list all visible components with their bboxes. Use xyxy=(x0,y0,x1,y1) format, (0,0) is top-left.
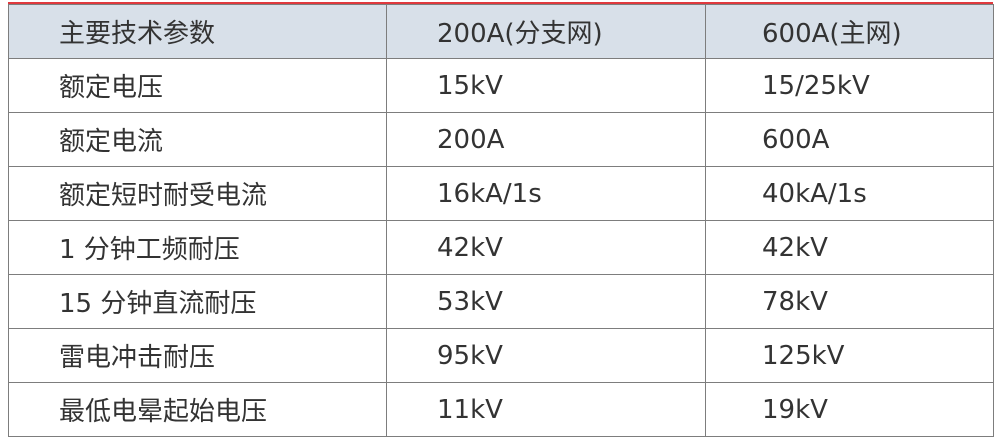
table-cell: 15 分钟直流耐压 xyxy=(8,274,387,329)
table-cell: 42kV xyxy=(705,220,994,275)
table-cell: 1 分钟工频耐压 xyxy=(8,220,387,275)
table-cell: 95kV xyxy=(386,328,706,383)
table-cell: 16kA/1s xyxy=(386,166,706,221)
table-cell: 600A xyxy=(705,112,994,167)
table-cell: 最低电晕起始电压 xyxy=(8,382,387,437)
table-cell: 200A xyxy=(386,112,706,167)
spec-table: 主要技术参数 200A(分支网) 600A(主网) 额定电压 15kV 15/25kV 额定… xyxy=(8,4,994,437)
header-cell: 主要技术参数 xyxy=(8,4,387,59)
table-cell: 19kV xyxy=(705,382,994,437)
table-row: 1 分钟工频耐压 42kV 42kV xyxy=(8,220,994,275)
table-cell: 额定电压 xyxy=(8,58,387,113)
table-cell: 42kV xyxy=(386,220,706,275)
table-cell: 15/25kV xyxy=(705,58,994,113)
top-rule xyxy=(8,2,993,4)
table-cell: 40kA/1s xyxy=(705,166,994,221)
header-row: 主要技术参数 200A(分支网) 600A(主网) xyxy=(8,4,994,59)
table-row: 额定短时耐受电流 16kA/1s 40kA/1s xyxy=(8,166,994,221)
table-cell: 雷电冲击耐压 xyxy=(8,328,387,383)
table-row: 额定电压 15kV 15/25kV xyxy=(8,58,994,113)
table-cell: 15kV xyxy=(386,58,706,113)
header-cell: 200A(分支网) xyxy=(386,4,706,59)
table-cell: 78kV xyxy=(705,274,994,329)
table-cell: 125kV xyxy=(705,328,994,383)
table-cell: 53kV xyxy=(386,274,706,329)
table-cell: 额定电流 xyxy=(8,112,387,167)
table-row: 雷电冲击耐压 95kV 125kV xyxy=(8,328,994,383)
table-row: 15 分钟直流耐压 53kV 78kV xyxy=(8,274,994,329)
table-cell: 11kV xyxy=(386,382,706,437)
header-cell: 600A(主网) xyxy=(705,4,994,59)
table-cell: 额定短时耐受电流 xyxy=(8,166,387,221)
table-row: 额定电流 200A 600A xyxy=(8,112,994,167)
table-row: 最低电晕起始电压 11kV 19kV xyxy=(8,382,994,437)
